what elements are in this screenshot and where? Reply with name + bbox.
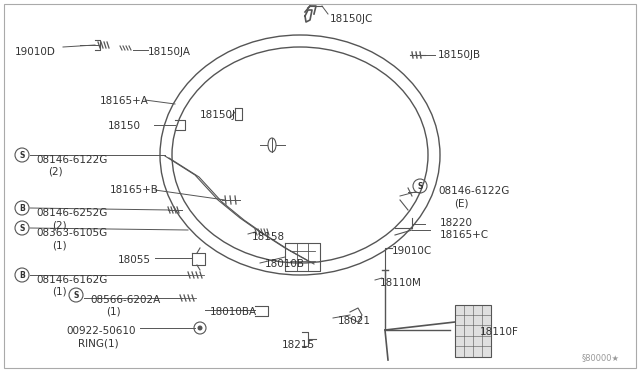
Text: 18150JB: 18150JB xyxy=(438,50,481,60)
Text: 18220: 18220 xyxy=(440,218,473,228)
Text: B: B xyxy=(19,204,25,213)
Text: 08146-6252G: 08146-6252G xyxy=(36,208,108,218)
Text: 18010BA: 18010BA xyxy=(210,307,257,317)
Bar xyxy=(455,305,491,357)
Text: S: S xyxy=(19,151,25,160)
Text: 08146-6122G: 08146-6122G xyxy=(438,186,509,196)
Text: (E): (E) xyxy=(454,198,468,208)
Text: (1): (1) xyxy=(106,307,120,317)
Text: 08566-6202A: 08566-6202A xyxy=(90,295,160,305)
Text: 08363-6105G: 08363-6105G xyxy=(36,228,108,238)
Text: S: S xyxy=(417,182,422,191)
Text: 18150JC: 18150JC xyxy=(330,14,373,24)
Text: 08146-6162G: 08146-6162G xyxy=(36,275,108,285)
Text: 18158: 18158 xyxy=(252,232,285,242)
Text: 18215: 18215 xyxy=(282,340,315,350)
Text: S: S xyxy=(19,224,25,233)
Text: 19010C: 19010C xyxy=(392,246,432,256)
Text: 18165+B: 18165+B xyxy=(110,185,159,195)
Text: 18055: 18055 xyxy=(118,255,151,265)
Text: 18150JA: 18150JA xyxy=(148,47,191,57)
Text: 18165+C: 18165+C xyxy=(440,230,489,240)
Text: 18150: 18150 xyxy=(108,121,141,131)
Text: 00922-50610: 00922-50610 xyxy=(66,326,136,336)
Text: 18110F: 18110F xyxy=(480,327,519,337)
Ellipse shape xyxy=(268,138,276,152)
Text: 18165+A: 18165+A xyxy=(100,96,149,106)
Text: §80000★: §80000★ xyxy=(582,353,620,362)
Text: (2): (2) xyxy=(52,220,67,230)
Text: 18110M: 18110M xyxy=(380,278,422,288)
Circle shape xyxy=(198,326,202,330)
Text: (1): (1) xyxy=(52,240,67,250)
Text: 08146-6122G: 08146-6122G xyxy=(36,155,108,165)
Text: B: B xyxy=(19,271,25,280)
Text: 18010B: 18010B xyxy=(265,259,305,269)
Text: 18150J: 18150J xyxy=(200,110,236,120)
Text: (1): (1) xyxy=(52,287,67,297)
Text: 18021: 18021 xyxy=(338,316,371,326)
Text: RING(1): RING(1) xyxy=(78,338,118,348)
Text: S: S xyxy=(74,291,79,300)
Text: (2): (2) xyxy=(48,167,63,177)
Text: 19010D: 19010D xyxy=(15,47,56,57)
